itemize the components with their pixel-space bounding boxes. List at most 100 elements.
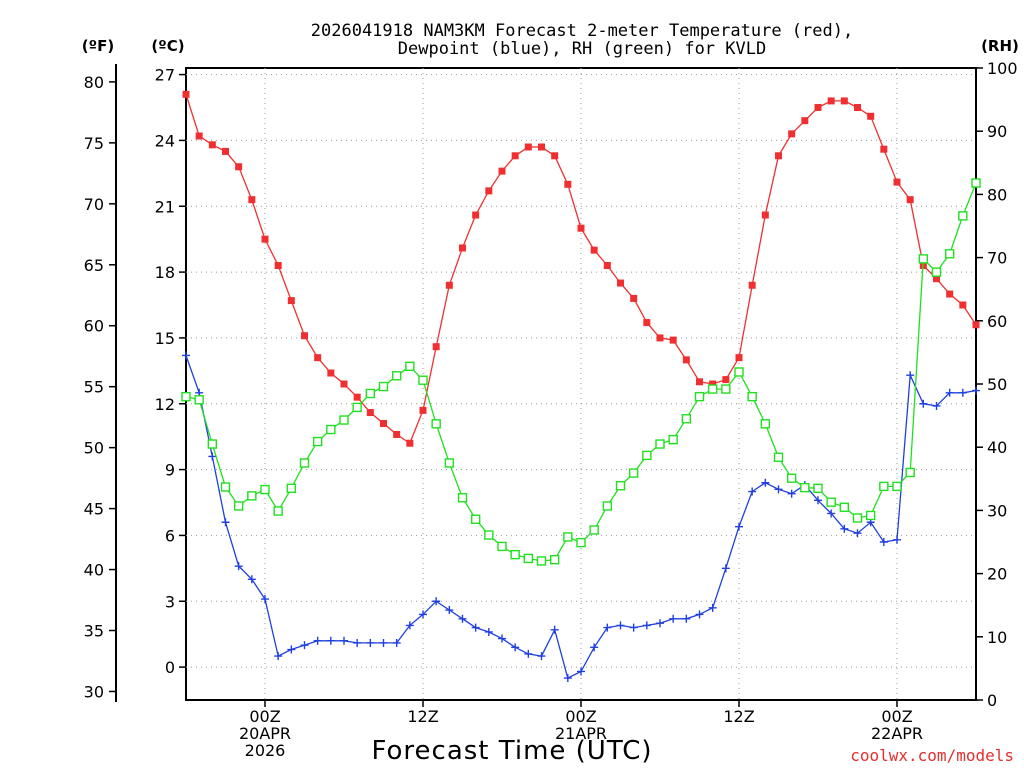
data-point	[536, 556, 547, 566]
x-tick-label: 00Z	[565, 707, 596, 726]
data-point	[471, 623, 480, 632]
data-point	[312, 436, 323, 447]
rh-tick-label: 100	[987, 59, 1018, 78]
fahrenheit-tick-label: 35	[84, 622, 104, 641]
data-point	[576, 537, 586, 548]
data-point	[786, 473, 797, 483]
data-point	[669, 336, 677, 344]
fahrenheit-tick-label: 55	[84, 378, 104, 397]
data-point	[511, 152, 519, 160]
rh-tick-label: 30	[987, 501, 1007, 520]
data-point	[392, 638, 401, 647]
data-point	[379, 638, 388, 647]
data-point	[458, 614, 467, 623]
data-point	[248, 196, 256, 204]
data-point	[510, 549, 520, 560]
data-point	[867, 112, 875, 120]
data-point	[287, 645, 296, 654]
x-tick-label: 22APR	[871, 724, 923, 743]
data-point	[182, 90, 190, 98]
series-line	[185, 182, 977, 562]
data-point	[538, 143, 545, 151]
data-point	[406, 439, 414, 447]
data-point	[523, 553, 534, 564]
data-point	[931, 267, 942, 277]
data-point	[946, 290, 954, 298]
data-point	[761, 478, 770, 487]
data-point	[340, 380, 348, 388]
data-series	[181, 90, 981, 683]
data-point	[603, 623, 612, 632]
data-point	[444, 458, 455, 468]
data-point	[656, 334, 664, 342]
celsius-tick-label: 6	[165, 526, 175, 545]
data-point	[616, 621, 625, 630]
rh-tick-label: 50	[987, 375, 1007, 394]
data-point	[681, 414, 692, 424]
data-point	[208, 452, 217, 461]
rh-tick-label: 80	[987, 185, 1007, 204]
data-point	[339, 415, 349, 425]
data-point	[748, 281, 756, 289]
data-point	[773, 452, 784, 463]
data-point	[709, 380, 717, 388]
series-2-meter-temperature	[182, 90, 980, 447]
data-point	[642, 621, 651, 630]
fahrenheit-tick-label: 50	[84, 439, 104, 458]
data-point	[261, 595, 269, 604]
celsius-tick-label: 0	[165, 658, 175, 677]
data-point	[286, 483, 297, 493]
rh-tick-label: 0	[987, 691, 997, 710]
data-point	[391, 371, 402, 381]
data-point	[590, 643, 599, 652]
data-point	[194, 395, 204, 405]
data-point	[405, 361, 415, 372]
rh-tick-label: 10	[987, 628, 1007, 647]
data-point	[840, 524, 849, 533]
celsius-tick-label: 21	[155, 197, 175, 216]
data-point	[261, 235, 269, 243]
data-point	[365, 388, 376, 399]
data-point	[827, 509, 836, 518]
fahrenheit-tick-label: 60	[84, 317, 104, 336]
data-point	[221, 518, 230, 527]
data-point	[353, 638, 362, 647]
grid-lines	[186, 68, 976, 700]
data-point	[854, 104, 861, 111]
celsius-axis-label: (ºC)	[151, 37, 184, 55]
data-point	[274, 652, 283, 661]
data-point	[497, 541, 507, 552]
celsius-tick-label: 9	[165, 461, 175, 480]
x-tick-label: 21APR	[555, 724, 607, 743]
data-point	[340, 636, 348, 645]
data-point	[696, 378, 703, 386]
x-tick-label: 12Z	[407, 707, 438, 726]
data-point	[313, 636, 322, 645]
data-point	[590, 246, 598, 254]
data-point	[299, 458, 310, 468]
data-point	[380, 420, 387, 427]
data-point	[708, 603, 717, 612]
data-point	[233, 501, 244, 511]
data-point	[195, 132, 203, 140]
data-point	[550, 625, 559, 634]
data-point	[747, 391, 757, 402]
data-point	[643, 319, 651, 327]
data-point	[431, 419, 441, 429]
data-point	[208, 141, 216, 149]
data-point	[630, 294, 638, 302]
data-point	[603, 262, 611, 269]
rh-tick-label: 40	[987, 438, 1007, 457]
data-point	[222, 147, 229, 155]
data-point	[524, 649, 533, 658]
data-point	[577, 224, 585, 232]
data-point	[655, 439, 665, 449]
celsius-tick-label: 3	[165, 592, 175, 611]
data-point	[694, 391, 705, 402]
data-point	[432, 597, 441, 606]
fahrenheit-tick-label: 65	[84, 256, 104, 275]
data-point	[879, 538, 888, 546]
data-point	[695, 610, 704, 619]
data-point	[879, 481, 889, 492]
data-point	[617, 279, 624, 287]
